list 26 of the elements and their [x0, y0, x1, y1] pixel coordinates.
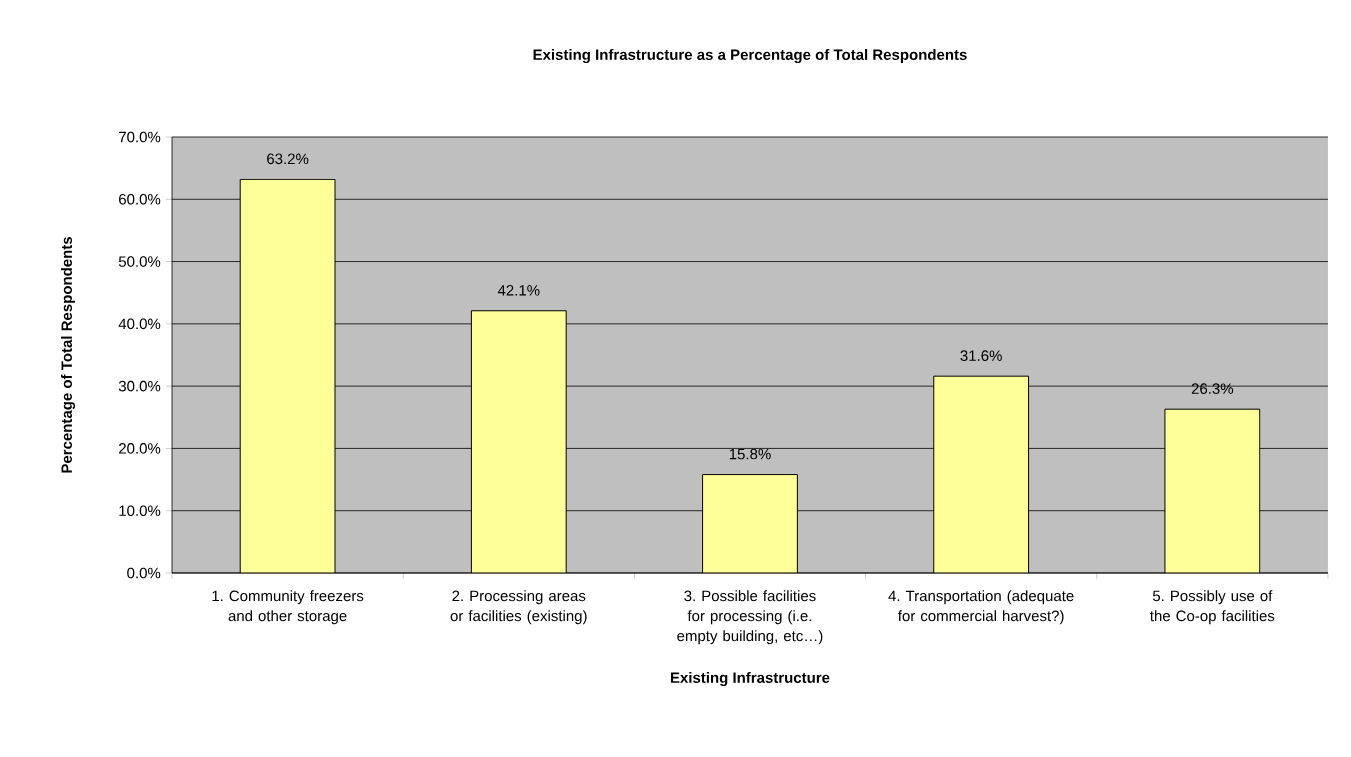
y-tick-label: 30.0% [118, 380, 161, 392]
bar [470, 310, 567, 573]
bar [702, 474, 798, 573]
y-tick-label: 50.0% [118, 256, 161, 267]
y-tick-label: 10.0% [119, 505, 161, 517]
y-tick-label: 20.0% [119, 443, 161, 454]
x-tick-label: 3. Possible facilities for processing (i.e. empty building, etc…) [677, 590, 823, 645]
x-axis-title: Existing Infrastructure [670, 671, 830, 687]
data-label: 31.6% [960, 350, 1002, 361]
bar [933, 375, 1030, 573]
data-label: 63.2% [267, 153, 309, 165]
y-tick-label: 0.0% [127, 567, 161, 579]
y-tick-label: 40.0% [118, 318, 161, 330]
data-label: 26.3% [1191, 383, 1234, 394]
x-tick-label: 2. Processing areas or facilities (existing) [450, 590, 587, 625]
x-tick-label: 5. Possibly use of the Co-op facilities [1150, 590, 1275, 625]
data-label: 42.1% [497, 285, 540, 296]
data-label: 15.8% [729, 448, 771, 460]
bar [239, 178, 336, 573]
y-axis-title: Percentage of Total Respondents [60, 236, 76, 473]
bar [1164, 408, 1261, 573]
y-tick-label: 60.0% [119, 193, 161, 205]
x-tick-label: 4. Transportation (adequate for commercial harvest?) [888, 590, 1074, 625]
chart-title: Existing Infrastructure as a Percentage of Total Respondents [533, 48, 967, 64]
y-tick-label: 70.0% [119, 131, 161, 143]
x-tick-label: 1. Community freezers and other storage [212, 590, 364, 625]
